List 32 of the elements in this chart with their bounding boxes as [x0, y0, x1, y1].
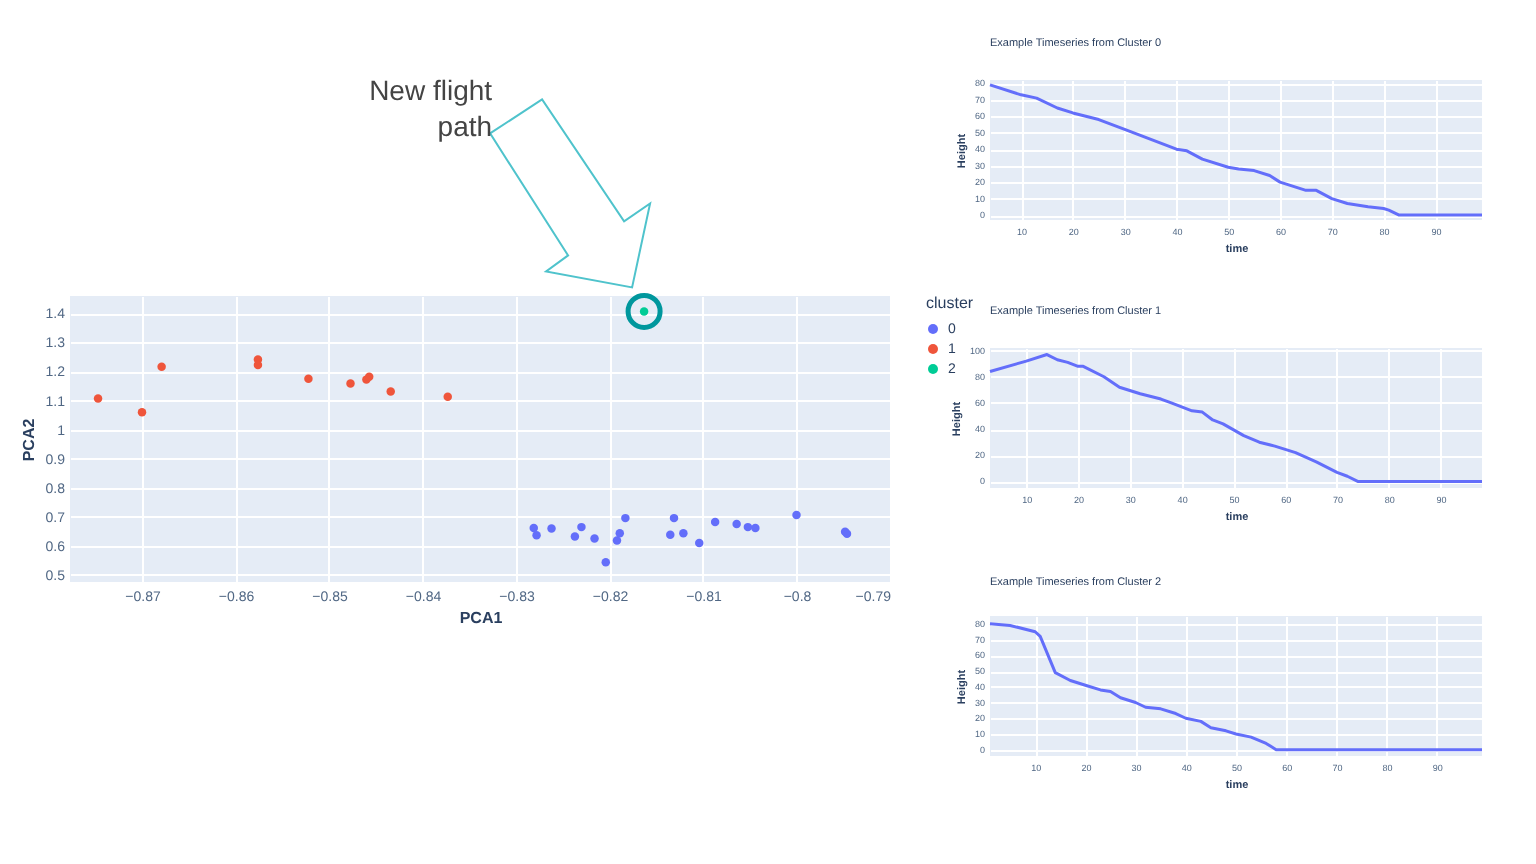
point [137, 407, 147, 417]
note-text: New flight path [367, 71, 493, 144]
x-axis-title: PCA1 [459, 609, 504, 627]
legend-title: cluster [926, 294, 974, 312]
line-series [988, 353, 1484, 483]
point [732, 519, 741, 529]
point [601, 558, 610, 567]
point [532, 531, 541, 540]
point [93, 394, 103, 403]
point [666, 530, 675, 539]
point [577, 522, 586, 532]
point [621, 513, 630, 523]
point [695, 538, 704, 548]
point [710, 517, 720, 527]
point [679, 528, 688, 538]
y-axis-title: PCA2 [19, 417, 38, 462]
point [386, 387, 395, 396]
point [304, 374, 313, 383]
point [570, 532, 580, 541]
point [590, 534, 599, 543]
point [443, 392, 452, 401]
point [751, 523, 760, 533]
point [792, 510, 801, 520]
point [669, 513, 679, 523]
point [346, 379, 355, 388]
point [615, 528, 625, 538]
point [547, 524, 556, 533]
line-series [988, 622, 1484, 752]
point [743, 522, 753, 532]
point [157, 362, 166, 372]
point [612, 536, 622, 545]
point [529, 523, 538, 533]
